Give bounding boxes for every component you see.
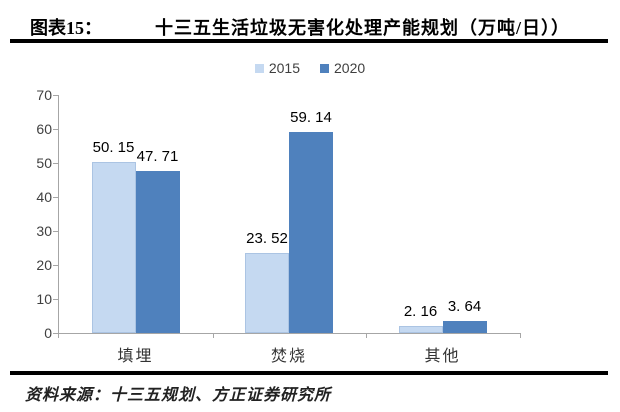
value-label: 47. 71	[136, 147, 179, 165]
header-divider-line	[10, 39, 608, 43]
bar-2020-焚烧	[289, 131, 333, 333]
value-label: 50. 15	[92, 139, 135, 157]
bar-2015-焚烧	[245, 253, 289, 333]
legend-label-2020: 2020	[334, 60, 366, 76]
x-axis-line	[58, 333, 520, 334]
y-axis-tick	[53, 163, 58, 164]
legend-label-2015: 2015	[268, 60, 300, 76]
y-axis-tick-label: 0	[44, 325, 52, 341]
bar-2015-其他	[398, 325, 443, 333]
value-label: 23. 52	[246, 230, 288, 248]
y-axis-tick-label: 70	[36, 87, 52, 103]
x-axis-tick	[520, 333, 521, 338]
category-label: 其他	[424, 348, 461, 365]
chart-legend: 2015 2020	[0, 60, 620, 76]
figure-number-label: 图表15：	[30, 18, 102, 38]
y-axis-tick	[53, 333, 58, 334]
legend-swatch-2020	[320, 63, 329, 73]
value-label: 3. 64	[447, 297, 482, 315]
legend-item-2020: 2020	[320, 60, 365, 76]
legend-swatch-2015	[254, 63, 264, 73]
y-axis-tick	[53, 265, 58, 266]
legend-item-2015: 2015	[254, 60, 300, 76]
y-axis-tick-label: 10	[36, 291, 52, 307]
y-axis-tick-label: 40	[36, 189, 52, 205]
y-axis-tick-label: 60	[36, 121, 52, 137]
value-label: 2. 16	[403, 302, 438, 320]
y-axis-tick	[53, 129, 58, 130]
y-axis-tick	[53, 95, 58, 96]
x-axis-tick	[58, 333, 59, 338]
category-label: 焚烧	[270, 348, 308, 365]
bar-2020-填埋	[135, 170, 180, 333]
figure-title: 十三五生活垃圾无害化处理产能规划（万吨/日））	[155, 18, 570, 38]
y-axis-tick	[53, 231, 58, 232]
source-note: 资料来源：十三五规划、方正证券研究所	[25, 387, 332, 404]
y-axis-tick-label: 50	[36, 155, 52, 171]
footer-divider-line	[10, 371, 608, 375]
y-axis-tick	[53, 299, 58, 300]
x-axis-tick	[213, 333, 214, 338]
bar-2015-填埋	[91, 162, 136, 333]
y-axis-tick-label: 20	[36, 257, 52, 273]
y-axis-line	[58, 95, 59, 333]
category-label: 填埋	[117, 348, 154, 365]
y-axis-tick	[53, 197, 58, 198]
value-label: 59. 14	[290, 108, 332, 126]
bar-2020-其他	[442, 320, 487, 333]
x-axis-tick	[366, 333, 367, 338]
y-axis-tick-label: 30	[36, 223, 52, 239]
